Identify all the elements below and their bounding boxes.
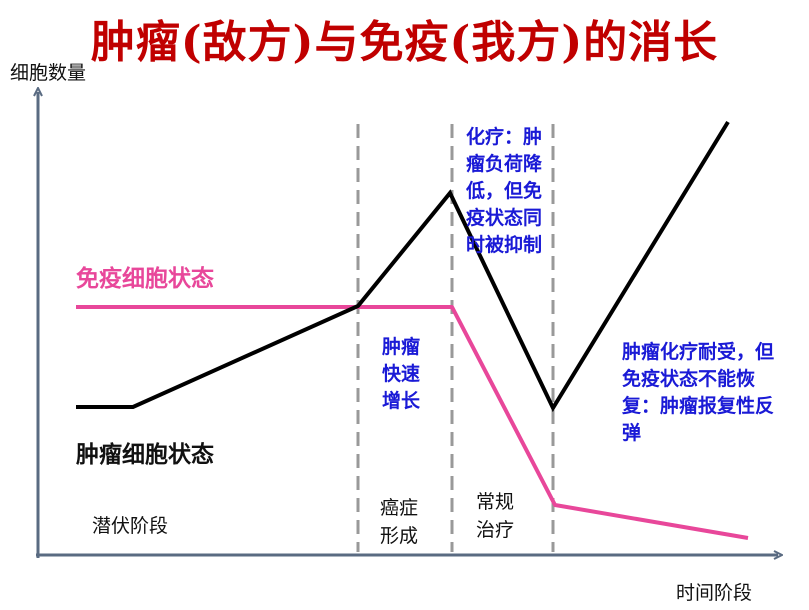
x-axis-label: 时间阶段 bbox=[676, 582, 753, 604]
y-axis-label: 细胞数量 bbox=[10, 62, 87, 84]
immune-curve-label: 免疫细胞状态 bbox=[76, 266, 214, 292]
rebound-note: 肿瘤化疗耐受，但免疫状态不能恢复：肿瘤报复性反弹 bbox=[622, 341, 775, 444]
tumor-curve-label: 肿瘤细胞状态 bbox=[76, 442, 214, 468]
page-title: 肿瘤(敌方)与免疫(我方)的消长 bbox=[90, 17, 719, 68]
phase-latent-label: 潜伏阶段 bbox=[92, 515, 169, 537]
tumor-cell-curve bbox=[76, 120, 730, 413]
chemo-note: 化疗：肿瘤负荷降低，但免疫状态同时被抑制 bbox=[466, 126, 543, 256]
immune-cell-curve bbox=[76, 305, 749, 540]
rapid-growth-note: 肿瘤快速增长 bbox=[382, 336, 421, 412]
phase-onset-label: 癌症形成 bbox=[380, 497, 419, 547]
phase-treatment-label: 常规治疗 bbox=[476, 491, 515, 541]
